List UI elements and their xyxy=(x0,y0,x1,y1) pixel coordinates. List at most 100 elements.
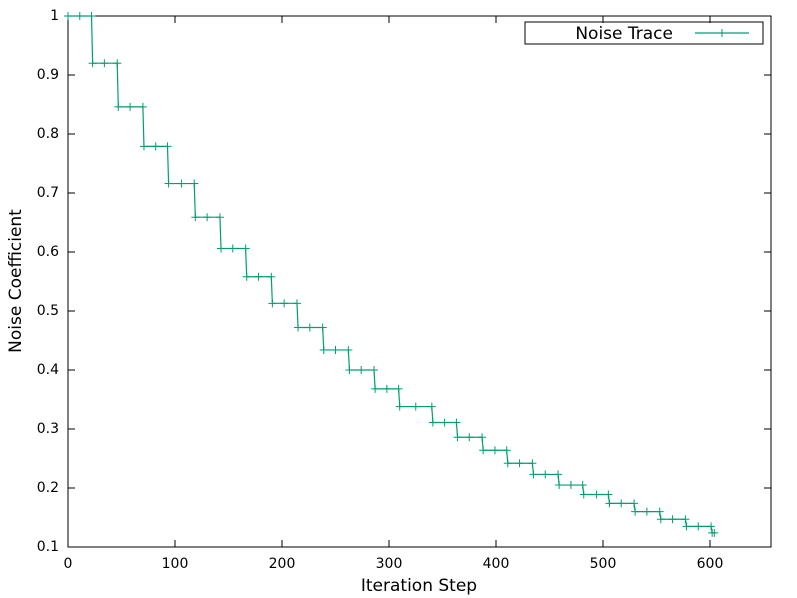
legend-box xyxy=(524,21,764,45)
y-tick-label: 0.3 xyxy=(37,421,59,437)
data-point xyxy=(100,59,109,68)
data-point xyxy=(452,418,461,427)
data-point xyxy=(478,433,487,442)
data-point xyxy=(395,402,404,411)
data-point xyxy=(394,384,403,393)
legend-label: Noise Trace xyxy=(575,24,673,44)
data-point xyxy=(190,179,199,188)
data-point xyxy=(228,244,237,253)
data-point xyxy=(254,272,263,281)
data-point xyxy=(294,323,303,332)
data-point xyxy=(113,59,122,68)
data-point xyxy=(631,507,640,516)
data-point xyxy=(617,499,626,508)
y-tick-label: 0.5 xyxy=(37,303,59,319)
data-point xyxy=(668,515,677,524)
data-point xyxy=(566,481,575,490)
y-tick-label: 0.1 xyxy=(37,539,59,555)
data-point xyxy=(642,507,651,516)
data-point xyxy=(502,446,511,455)
data-point xyxy=(138,102,147,111)
y-tick-label: 0.8 xyxy=(37,126,59,142)
data-point xyxy=(370,366,379,374)
data-point xyxy=(427,402,436,411)
data-point xyxy=(163,142,172,151)
data-point xyxy=(440,418,449,427)
data-point xyxy=(707,522,716,531)
x-axis-label: Iteration Step xyxy=(361,576,477,596)
data-point xyxy=(555,481,564,490)
plot-frame xyxy=(67,15,772,548)
data-point xyxy=(64,12,72,20)
data-point xyxy=(682,522,691,531)
data-point xyxy=(268,299,277,308)
data-point xyxy=(578,481,587,490)
y-tick-label: 0.2 xyxy=(37,480,59,496)
x-tick-label: 500 xyxy=(590,556,617,572)
data-point xyxy=(579,490,588,499)
data-point xyxy=(503,459,512,468)
data-point xyxy=(515,459,524,468)
data-point xyxy=(139,142,148,151)
data-point xyxy=(655,507,664,516)
y-tick-label: 0.9 xyxy=(37,67,59,83)
y-tick-label: 0.6 xyxy=(37,244,59,260)
y-tick-label: 0.7 xyxy=(37,185,59,201)
data-point xyxy=(305,323,314,332)
data-point xyxy=(151,142,160,151)
data-point xyxy=(242,272,251,281)
legend-marker xyxy=(718,29,726,37)
data-point xyxy=(280,299,289,308)
y-axis-label: Noise Coefficient xyxy=(6,209,26,353)
data-point xyxy=(630,499,639,508)
y-tick-label: 1 xyxy=(50,8,59,24)
data-point xyxy=(114,102,123,111)
data-point xyxy=(345,366,354,374)
x-tick-label: 300 xyxy=(376,556,403,572)
data-point xyxy=(465,433,474,442)
y-tick-label: 0.4 xyxy=(37,362,59,378)
data-point xyxy=(318,323,327,332)
data-point xyxy=(382,384,391,393)
data-point xyxy=(87,12,96,20)
data-point xyxy=(681,515,690,524)
data-point xyxy=(191,213,200,222)
data-point xyxy=(371,384,380,393)
x-tick-label: 0 xyxy=(64,556,73,572)
data-point xyxy=(656,515,665,524)
data-point xyxy=(694,522,703,531)
data-point xyxy=(177,179,186,188)
data-point xyxy=(215,213,224,222)
data-point xyxy=(357,366,366,374)
data-point xyxy=(292,299,301,308)
x-tick-label: 200 xyxy=(269,556,296,572)
data-point xyxy=(528,459,537,468)
data-point xyxy=(453,433,462,442)
data-point xyxy=(88,59,97,68)
data-point xyxy=(75,12,84,20)
data-point xyxy=(710,528,719,537)
data-point xyxy=(344,345,353,354)
data-point xyxy=(592,490,601,499)
x-tick-label: 600 xyxy=(697,556,724,572)
data-point xyxy=(605,499,614,508)
data-point xyxy=(490,446,499,455)
data-point xyxy=(331,345,340,354)
series-line xyxy=(68,15,715,534)
data-point xyxy=(479,446,488,455)
data-point xyxy=(241,244,250,253)
data-point xyxy=(541,470,550,479)
data-point xyxy=(126,102,135,111)
data-point xyxy=(217,244,226,253)
data-point xyxy=(604,490,613,499)
data-point xyxy=(428,418,437,427)
data-point xyxy=(411,402,420,411)
data-point xyxy=(554,470,563,479)
data-point xyxy=(267,272,276,281)
data-point xyxy=(164,179,173,188)
data-point xyxy=(319,345,328,354)
x-tick-label: 100 xyxy=(162,556,189,572)
x-tick-label: 400 xyxy=(483,556,510,572)
data-point xyxy=(529,470,538,479)
